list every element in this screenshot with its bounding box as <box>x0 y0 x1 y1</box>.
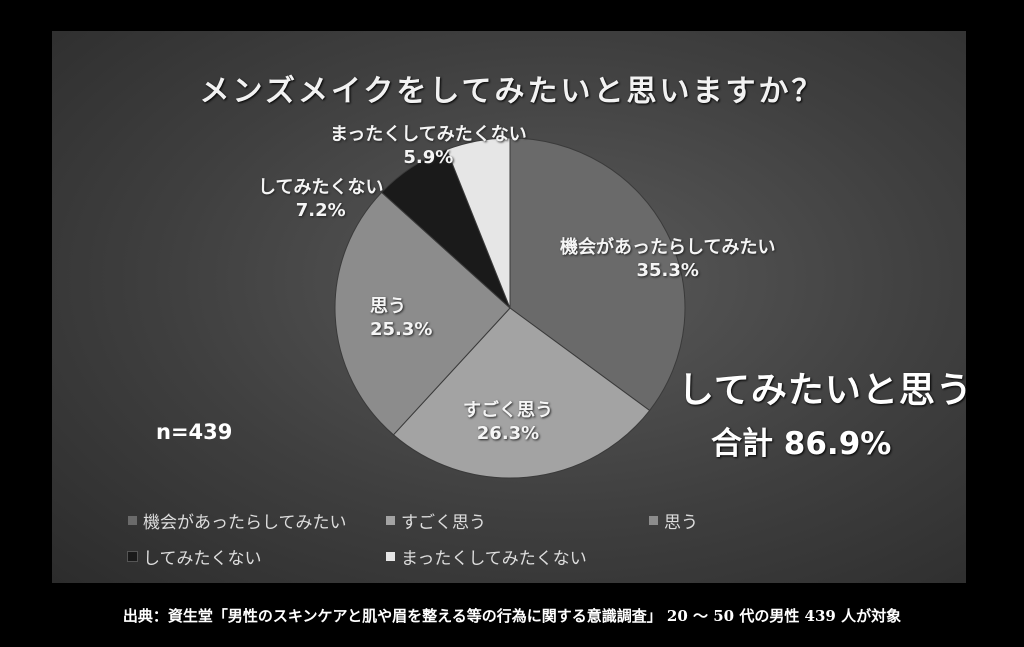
legend-swatch <box>128 516 137 525</box>
legend-swatch <box>386 516 395 525</box>
slice-label-mattaku: まったくしてみたくない 5.9% <box>330 124 527 168</box>
slice-label-kikai: 機会があったらしてみたい 35.3% <box>560 237 776 281</box>
slice-label-sugoku: すごく思う 26.3% <box>463 400 553 444</box>
pie-slice-sugoku <box>392 307 651 479</box>
sample-size-label: n=439 <box>156 420 233 444</box>
legend-swatch <box>127 551 138 562</box>
legend-item-sugoku: すごく思う <box>386 508 486 533</box>
legend-item-kikai: 機会があったらしてみたい <box>128 508 347 533</box>
source-citation: 出典：資生堂「男性のスキンケアと肌や眉を整える等の行為に関する意識調査」 20 … <box>122 607 902 625</box>
legend-item-shitemitakunai: してみたくない <box>127 544 262 569</box>
chart-title: メンズメイクをしてみたいと思いますか？ <box>199 74 825 109</box>
slice-label-omou: 思う 25.3% <box>370 296 433 340</box>
slice-label-shitemitakunai: してみたくない 7.2% <box>258 177 384 221</box>
pie-slice-omou <box>334 191 511 436</box>
legend-item-omou: 思う <box>649 508 698 533</box>
pie-slice-kikai <box>509 137 686 412</box>
legend-item-mattaku: まったくしてみたくない <box>386 544 587 569</box>
pie-slice-mattaku <box>445 137 511 309</box>
legend-swatch <box>386 552 395 561</box>
callout-line1: してみたいと思う <box>678 370 973 411</box>
callout-total: 合計 86.9% <box>711 426 892 462</box>
legend-swatch <box>649 516 658 525</box>
